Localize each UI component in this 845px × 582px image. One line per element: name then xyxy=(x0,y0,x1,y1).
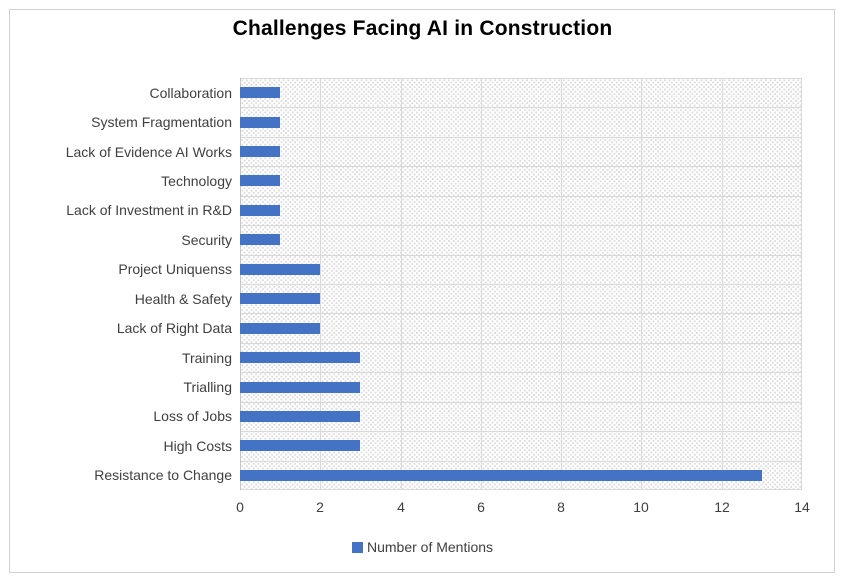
horizontal-gridline xyxy=(240,255,802,256)
legend-swatch-icon xyxy=(351,541,363,553)
value-axis: 0 2 4 6 8 10 12 14 xyxy=(0,499,845,517)
category-axis: Collaboration System Fragmentation Lack of… xyxy=(0,78,232,490)
category-label: Lack of Investment in R&D xyxy=(66,202,232,218)
chart-title: Challenges Facing AI in Construction xyxy=(232,17,613,40)
tick-label: 6 xyxy=(477,499,485,515)
tick-label: 4 xyxy=(397,499,405,515)
category-label: Security xyxy=(181,232,232,248)
tick-label: 14 xyxy=(794,499,810,515)
vertical-gridline xyxy=(481,78,482,490)
category-label: Loss of Jobs xyxy=(153,408,232,424)
horizontal-gridline xyxy=(240,78,802,79)
legend-label: Number of Mentions xyxy=(366,539,494,555)
horizontal-gridline xyxy=(240,431,802,432)
horizontal-gridline xyxy=(240,166,802,167)
value-axis-line xyxy=(240,78,241,490)
category-label: Trialling xyxy=(183,379,233,395)
horizontal-gridline xyxy=(240,313,802,314)
horizontal-gridline xyxy=(240,343,802,344)
legend[interactable]: Number of Mentions xyxy=(0,539,845,555)
bar-lack-of-right-data[interactable] xyxy=(240,323,320,334)
vertical-gridline xyxy=(401,78,402,490)
horizontal-gridline xyxy=(240,107,802,108)
bar-resistance-to-change[interactable] xyxy=(240,470,762,481)
horizontal-gridline xyxy=(240,225,802,226)
category-label: High Costs xyxy=(163,438,232,454)
category-label: Technology xyxy=(161,173,232,189)
category-label: Training xyxy=(181,350,232,366)
plot-area[interactable] xyxy=(240,78,802,490)
horizontal-gridline xyxy=(240,137,802,138)
vertical-gridline xyxy=(561,78,562,490)
horizontal-gridline xyxy=(240,461,802,462)
bar-security[interactable] xyxy=(240,234,280,245)
horizontal-gridline xyxy=(240,284,802,285)
category-label: Project Uniquenss xyxy=(118,261,232,277)
bar-system-fragmentation[interactable] xyxy=(240,117,280,128)
category-label: Collaboration xyxy=(149,85,233,101)
bar-project-uniquenss[interactable] xyxy=(240,264,320,275)
bar-health-safety[interactable] xyxy=(240,293,320,304)
vertical-gridline xyxy=(722,78,723,490)
bar-training[interactable] xyxy=(240,352,360,363)
bar-trialling[interactable] xyxy=(240,382,360,393)
category-label: System Fragmentation xyxy=(91,114,232,130)
horizontal-gridline xyxy=(240,489,802,490)
bar-lack-of-evidence-ai-works[interactable] xyxy=(240,146,280,157)
bar-lack-of-investment-in-r-d[interactable] xyxy=(240,205,280,216)
tick-label: 0 xyxy=(236,499,244,515)
bar-high-costs[interactable] xyxy=(240,440,360,451)
horizontal-gridline xyxy=(240,196,802,197)
category-label: Health & Safety xyxy=(134,291,232,307)
tick-label: 12 xyxy=(714,499,730,515)
bar-loss-of-jobs[interactable] xyxy=(240,411,360,422)
category-label: Resistance to Change xyxy=(94,467,232,483)
tick-label: 8 xyxy=(557,499,565,515)
vertical-gridline xyxy=(320,78,321,490)
horizontal-gridline xyxy=(240,372,802,373)
vertical-gridline xyxy=(641,78,642,490)
bar-technology[interactable] xyxy=(240,175,280,186)
tick-label: 10 xyxy=(633,499,649,515)
bar-collaboration[interactable] xyxy=(240,87,280,98)
category-label: Lack of Right Data xyxy=(116,320,232,336)
category-label: Lack of Evidence AI Works xyxy=(65,144,232,160)
horizontal-gridline xyxy=(240,402,802,403)
vertical-gridline xyxy=(801,78,802,490)
tick-label: 2 xyxy=(316,499,324,515)
